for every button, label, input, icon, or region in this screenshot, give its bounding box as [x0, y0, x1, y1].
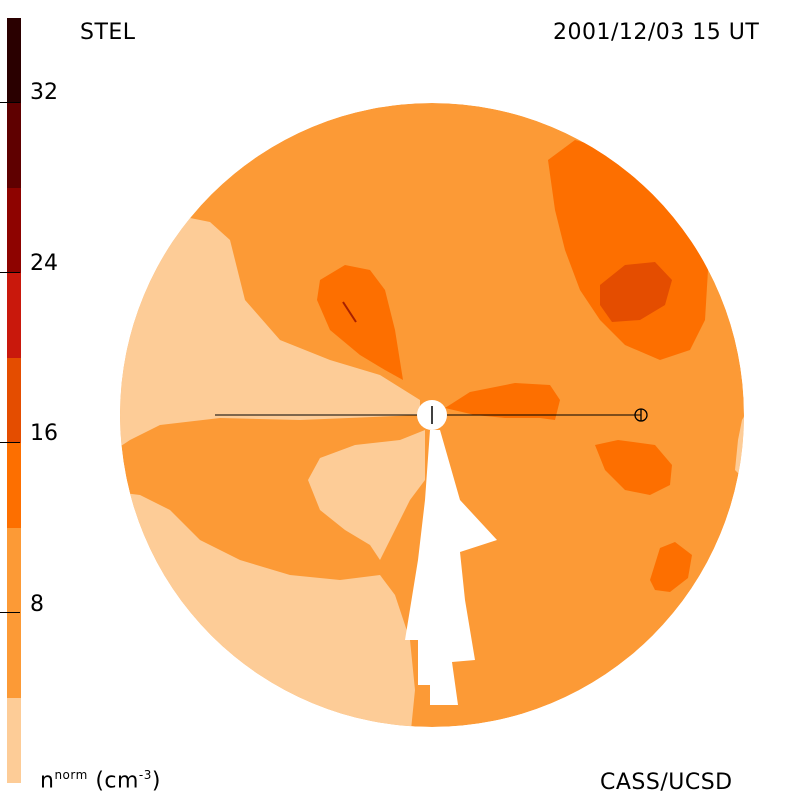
density-units-label: nnorm (cm-3)	[40, 768, 161, 793]
tick-mark-16	[0, 442, 20, 443]
colorbar-segment-4	[7, 358, 21, 443]
timestamp-label: 2001/12/03 15 UT	[553, 20, 760, 45]
map-region-southeast-orange	[650, 542, 692, 592]
map-region-east-edge-light	[735, 410, 744, 480]
map-region-north-orange	[317, 265, 403, 380]
colorbar-segment-7	[7, 103, 21, 188]
tick-label-8: 8	[30, 592, 44, 617]
map-region-central-light	[308, 430, 425, 560]
density-superscript: norm	[54, 768, 88, 782]
tick-mark-32	[0, 102, 20, 103]
credit-label: CASS/UCSD	[600, 770, 733, 795]
map-region-east-orange	[595, 440, 672, 495]
colorbar-segment-8	[7, 18, 21, 103]
map-region-center-east-orange	[445, 383, 560, 420]
colorbar-segment-5	[7, 273, 21, 358]
map-region-northeast-dark	[600, 262, 672, 322]
tick-mark-8	[0, 612, 20, 613]
map-region-gap	[405, 430, 497, 705]
colorbar-segment-1	[7, 698, 21, 783]
map-region-west-light	[120, 200, 420, 460]
map-region-northeast-orange	[548, 140, 708, 360]
small-spike	[342, 301, 357, 323]
density-symbol: n	[40, 768, 55, 794]
colorbar-segment-6	[7, 188, 21, 273]
tick-mark-24	[0, 272, 20, 273]
density-units-close: )	[151, 768, 161, 794]
density-units-exponent: -3	[138, 768, 152, 782]
density-units: (cm	[95, 768, 139, 794]
colorbar-segment-3	[7, 443, 21, 528]
density-colorbar	[7, 18, 21, 783]
tick-label-16: 16	[30, 421, 58, 446]
observatory-label: STEL	[80, 20, 136, 45]
tick-label-24: 24	[30, 251, 58, 276]
colorbar-segment-2	[7, 528, 21, 698]
tick-label-32: 32	[30, 80, 58, 105]
